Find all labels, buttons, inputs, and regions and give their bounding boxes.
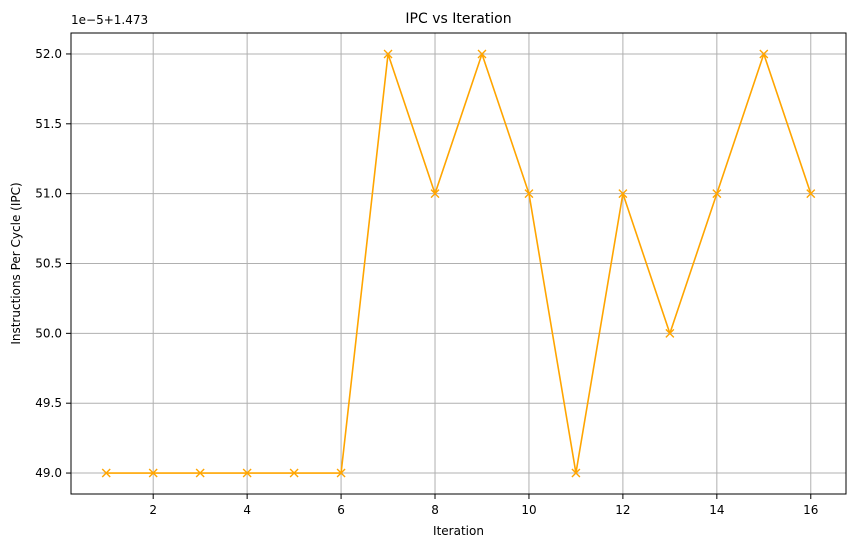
data-point-0-14 bbox=[759, 49, 769, 59]
y-tick-label-2: 50.0 bbox=[35, 326, 62, 340]
chart-title: IPC vs Iteration bbox=[405, 11, 511, 27]
data-point-0-10 bbox=[571, 468, 581, 478]
data-point-0-15 bbox=[806, 189, 816, 199]
data-point-0-2 bbox=[195, 468, 205, 478]
y-tick-label-6: 52.0 bbox=[35, 47, 62, 61]
y-tick-label-0: 49.0 bbox=[35, 466, 62, 480]
series-line-0 bbox=[106, 53, 812, 474]
x-axis-ticks: 2 4 6 8 10 12 14 16 bbox=[149, 494, 818, 517]
x-tick-label-0: 2 bbox=[149, 503, 157, 517]
data-point-0-0 bbox=[101, 468, 111, 478]
data-point-0-1 bbox=[148, 468, 158, 478]
y-axis-label: Instructions Per Cycle (IPC) bbox=[9, 182, 23, 344]
x-tick-label-1: 4 bbox=[243, 503, 251, 517]
data-point-0-5 bbox=[336, 468, 346, 478]
data-point-0-7 bbox=[430, 189, 440, 199]
x-tick-label-6: 14 bbox=[709, 503, 724, 517]
y-tick-label-3: 50.5 bbox=[35, 257, 62, 271]
x-tick-label-3: 8 bbox=[431, 503, 439, 517]
x-tick-label-7: 16 bbox=[803, 503, 818, 517]
series-group bbox=[101, 49, 816, 478]
x-tick-label-2: 6 bbox=[337, 503, 345, 517]
y-tick-label-4: 51.0 bbox=[35, 187, 62, 201]
data-point-0-11 bbox=[618, 189, 628, 199]
x-tick-label-5: 12 bbox=[615, 503, 630, 517]
data-point-0-3 bbox=[242, 468, 252, 478]
data-point-0-6 bbox=[383, 49, 393, 59]
data-point-0-9 bbox=[524, 189, 534, 199]
data-point-0-4 bbox=[289, 468, 299, 478]
y-axis-offset-label: 1e−5+1.473 bbox=[71, 13, 148, 27]
data-point-0-12 bbox=[665, 328, 675, 338]
y-tick-label-1: 49.5 bbox=[35, 396, 62, 410]
x-axis-label: Iteration bbox=[433, 524, 484, 538]
y-tick-label-5: 51.5 bbox=[35, 117, 62, 131]
data-point-0-8 bbox=[477, 49, 487, 59]
data-point-0-13 bbox=[712, 189, 722, 199]
x-tick-label-4: 10 bbox=[521, 503, 536, 517]
y-axis-ticks: 49.0 49.5 50.0 50.5 51.0 51.5 52.0 bbox=[35, 47, 71, 480]
